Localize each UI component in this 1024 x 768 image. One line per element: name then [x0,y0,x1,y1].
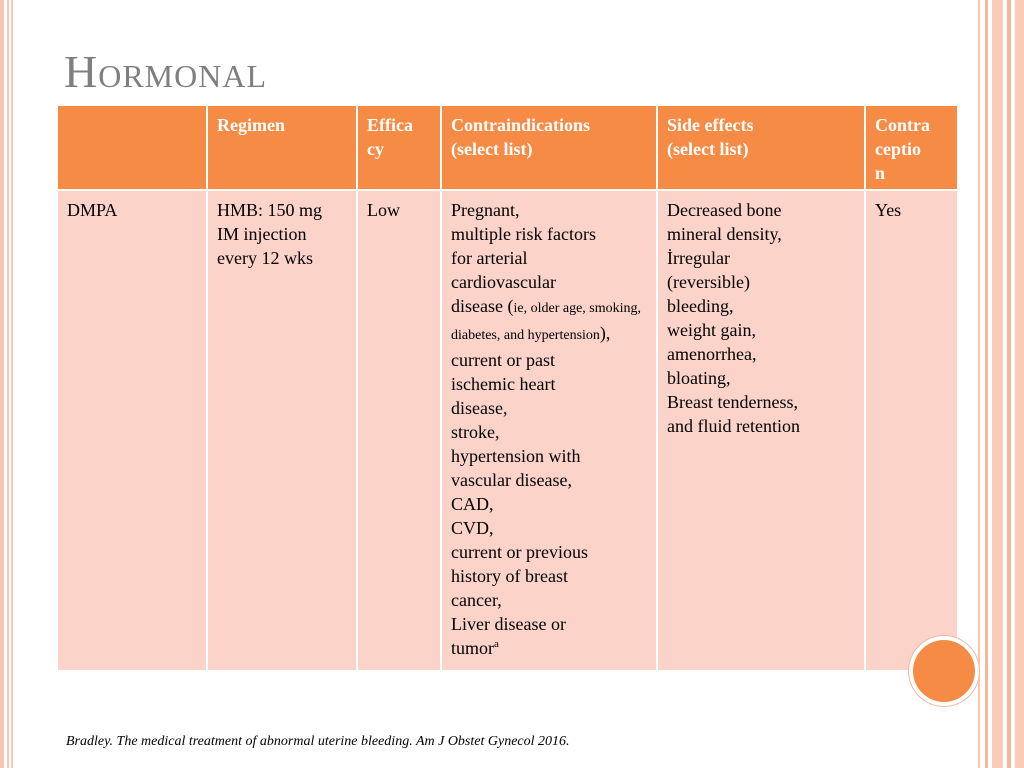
header-efficacy: Effica cy [356,104,442,191]
left-stripe [11,0,13,768]
cell-contraindications: Pregnant, multiple risk factors for arte… [440,189,658,672]
contraindication-line: ), [599,323,611,343]
header-side-effects: Side effects (select list) [656,104,866,191]
left-stripe [7,0,9,768]
cell-contraception: Yes [864,189,959,672]
header-label: (select list) [451,139,533,159]
right-stripe [1007,0,1011,768]
contraindication-line: stroke, [451,422,500,442]
slide-title: Hormonal [64,46,268,97]
contraindication-line: vascular disease, [451,470,572,490]
contraindication-line: hypertension with [451,446,581,466]
side-effect-line: bloating, [667,368,731,388]
side-effect-line: weight gain, [667,320,756,340]
contraindication-line: disease, [451,398,508,418]
header-contraindications: Contraindications (select list) [440,104,658,191]
side-effect-line: mineral density, [667,224,782,244]
header-method [56,104,208,191]
regimen-line: IM injection [217,224,307,244]
side-effect-line: Decreased bone [667,200,782,220]
header-label: n [875,163,886,183]
header-contraception: Contra ceptio n [864,104,959,191]
contraindication-line: Liver disease or [451,614,566,634]
left-stripe [0,0,4,768]
header-label: Regimen [217,115,285,135]
side-effect-line: amenorrhea, [667,344,757,364]
contraindication-line: current or past [451,350,555,370]
contraindication-note: ie, older age, smoking, diabetes, and hy… [451,301,642,343]
side-effect-line: bleeding, [667,296,734,316]
contraindication-line: CAD, [451,494,494,514]
cell-efficacy: Low [356,189,442,672]
contraindication-line: ischemic heart [451,374,556,394]
table-row: DMPA HMB: 150 mg IM injection every 12 w… [56,189,959,672]
right-stripe [1015,0,1024,768]
table-header-row: Regimen Effica cy Contraindications (sel… [56,104,959,191]
contraindication-line: cancer, [451,590,502,610]
side-effect-line: (reversible) [667,272,750,292]
header-label: Contra [875,115,930,135]
side-effect-line: and fluid retention [667,416,800,436]
regimen-line: every 12 wks [217,248,313,268]
contraindication-line: current or previous [451,542,588,562]
header-label: Side effects [667,115,754,135]
header-label: (select list) [667,139,749,159]
side-effect-line: Breast tenderness, [667,392,798,412]
citation: Bradley. The medical treatment of abnorm… [66,734,570,749]
hormonal-table: Regimen Effica cy Contraindications (sel… [56,104,959,672]
footnote-marker: a [494,638,499,650]
contraindication-line: for arterial [451,248,528,268]
cell-side-effects: Decreased bone mineral density, İrregula… [656,189,866,672]
contraindication-line: Pregnant, [451,200,520,220]
side-effect-line: İrregular [667,248,730,268]
contraindication-line: multiple risk factors [451,224,596,244]
cell-method: DMPA [56,189,208,672]
regimen-line: HMB: 150 mg [217,200,323,220]
header-label: Contraindications [451,115,591,135]
right-stripe [978,0,980,768]
header-regimen: Regimen [206,104,358,191]
contraindication-last: tumor [451,638,494,658]
contraindication-line: history of breast [451,566,568,586]
contraindication-line: CVD, [451,518,494,538]
decorative-circle [913,640,975,702]
header-label: ceptio [875,139,921,159]
right-stripe [985,0,988,768]
contraindication-line: disease ( [451,296,514,316]
cell-regimen: HMB: 150 mg IM injection every 12 wks [206,189,358,672]
right-stripe [992,0,1003,768]
header-label: Effica [367,115,413,135]
contraindication-line: tumora [451,636,647,660]
header-label: cy [367,139,384,159]
contraindication-line: cardiovascular [451,272,556,292]
